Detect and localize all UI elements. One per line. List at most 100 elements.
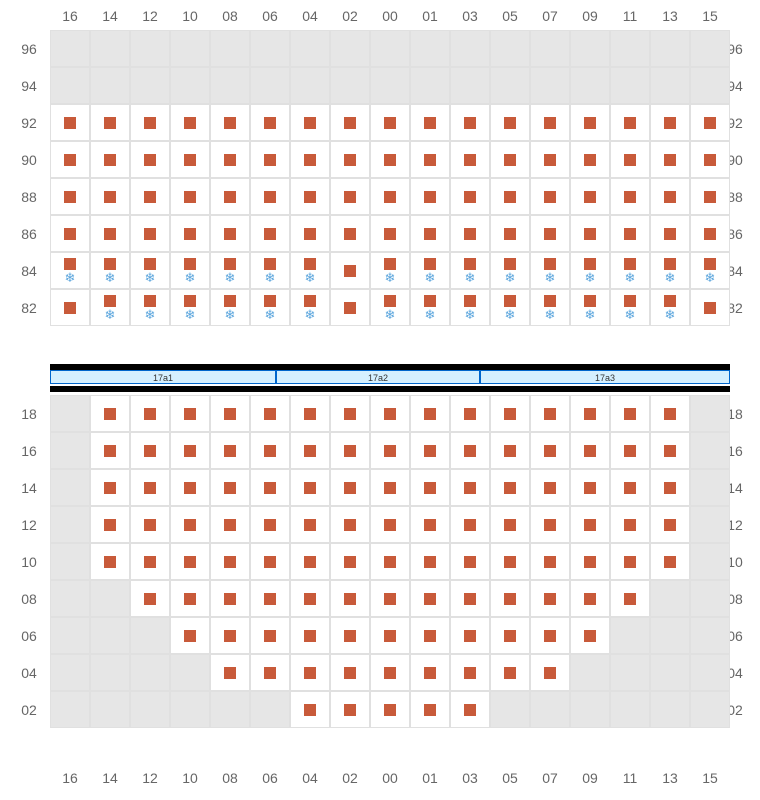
rack-cell[interactable] bbox=[250, 469, 290, 506]
rack-cell[interactable] bbox=[170, 543, 210, 580]
rack-cell[interactable] bbox=[610, 432, 650, 469]
rack-cell[interactable] bbox=[450, 543, 490, 580]
rack-cell[interactable] bbox=[570, 215, 610, 252]
rack-cell[interactable] bbox=[490, 506, 530, 543]
rack-cell[interactable] bbox=[170, 432, 210, 469]
rack-cell[interactable] bbox=[650, 395, 690, 432]
rack-cell[interactable] bbox=[210, 215, 250, 252]
rack-cell[interactable] bbox=[290, 617, 330, 654]
rack-cell[interactable] bbox=[210, 104, 250, 141]
rack-cell[interactable] bbox=[410, 617, 450, 654]
rack-cell[interactable] bbox=[450, 654, 490, 691]
rack-cell[interactable]: ❄ bbox=[650, 289, 690, 326]
rack-cell[interactable] bbox=[130, 469, 170, 506]
rack-cell[interactable]: ❄ bbox=[370, 289, 410, 326]
rack-cell[interactable] bbox=[650, 104, 690, 141]
rack-cell[interactable] bbox=[370, 580, 410, 617]
rack-cell[interactable] bbox=[50, 178, 90, 215]
rack-cell[interactable]: ❄ bbox=[370, 252, 410, 289]
rack-cell[interactable] bbox=[250, 617, 290, 654]
rack-cell[interactable] bbox=[330, 506, 370, 543]
rack-cell[interactable]: ❄ bbox=[490, 289, 530, 326]
rack-cell[interactable] bbox=[370, 617, 410, 654]
rack-cell[interactable] bbox=[530, 104, 570, 141]
rack-cell[interactable] bbox=[570, 178, 610, 215]
rack-cell[interactable] bbox=[490, 617, 530, 654]
rack-cell[interactable] bbox=[650, 543, 690, 580]
rack-cell[interactable] bbox=[490, 543, 530, 580]
rack-cell[interactable] bbox=[290, 654, 330, 691]
rack-cell[interactable] bbox=[610, 469, 650, 506]
rack-cell[interactable] bbox=[410, 543, 450, 580]
rack-cell[interactable] bbox=[530, 617, 570, 654]
rack-cell[interactable] bbox=[610, 580, 650, 617]
rack-cell[interactable] bbox=[90, 141, 130, 178]
rack-cell[interactable] bbox=[170, 617, 210, 654]
rack-cell[interactable] bbox=[130, 432, 170, 469]
rack-cell[interactable] bbox=[290, 141, 330, 178]
rack-cell[interactable] bbox=[170, 141, 210, 178]
rack-cell[interactable] bbox=[690, 141, 730, 178]
rack-cell[interactable] bbox=[570, 395, 610, 432]
rack-cell[interactable]: ❄ bbox=[570, 252, 610, 289]
rack-cell[interactable] bbox=[250, 543, 290, 580]
rack-cell[interactable] bbox=[410, 580, 450, 617]
rack-cell[interactable] bbox=[250, 215, 290, 252]
rack-cell[interactable] bbox=[290, 506, 330, 543]
rack-cell[interactable] bbox=[490, 215, 530, 252]
rack-cell[interactable] bbox=[210, 654, 250, 691]
rack-cell[interactable] bbox=[450, 104, 490, 141]
rack-cell[interactable] bbox=[210, 580, 250, 617]
rack-cell[interactable]: ❄ bbox=[50, 252, 90, 289]
rack-cell[interactable]: ❄ bbox=[410, 289, 450, 326]
rack-cell[interactable] bbox=[410, 395, 450, 432]
rack-cell[interactable] bbox=[530, 580, 570, 617]
rack-cell[interactable] bbox=[90, 469, 130, 506]
rack-cell[interactable] bbox=[290, 543, 330, 580]
rack-cell[interactable]: ❄ bbox=[130, 289, 170, 326]
rack-cell[interactable] bbox=[330, 654, 370, 691]
rack-cell[interactable] bbox=[610, 178, 650, 215]
rack-cell[interactable]: ❄ bbox=[210, 289, 250, 326]
rack-cell[interactable]: ❄ bbox=[170, 252, 210, 289]
rack-cell[interactable] bbox=[530, 178, 570, 215]
rack-cell[interactable] bbox=[570, 617, 610, 654]
rack-cell[interactable] bbox=[210, 543, 250, 580]
rack-cell[interactable] bbox=[210, 617, 250, 654]
rack-cell[interactable] bbox=[490, 178, 530, 215]
rack-cell[interactable]: ❄ bbox=[210, 252, 250, 289]
rack-cell[interactable] bbox=[410, 104, 450, 141]
rack-cell[interactable] bbox=[250, 432, 290, 469]
rack-cell[interactable]: ❄ bbox=[610, 289, 650, 326]
rack-cell[interactable] bbox=[210, 395, 250, 432]
rack-cell[interactable] bbox=[410, 141, 450, 178]
rack-cell[interactable] bbox=[170, 395, 210, 432]
rack-cell[interactable] bbox=[290, 215, 330, 252]
rack-cell[interactable] bbox=[570, 580, 610, 617]
rack-cell[interactable] bbox=[130, 395, 170, 432]
rack-cell[interactable] bbox=[490, 432, 530, 469]
rack-cell[interactable] bbox=[130, 178, 170, 215]
rack-cell[interactable] bbox=[90, 506, 130, 543]
rack-cell[interactable]: ❄ bbox=[290, 252, 330, 289]
rack-cell[interactable]: ❄ bbox=[90, 252, 130, 289]
rack-cell[interactable] bbox=[650, 178, 690, 215]
rack-cell[interactable]: ❄ bbox=[410, 252, 450, 289]
rack-cell[interactable] bbox=[290, 580, 330, 617]
rack-cell[interactable] bbox=[610, 215, 650, 252]
rack-cell[interactable] bbox=[330, 178, 370, 215]
rack-cell[interactable] bbox=[290, 178, 330, 215]
rack-cell[interactable] bbox=[130, 215, 170, 252]
rack-cell[interactable] bbox=[650, 432, 690, 469]
rack-cell[interactable] bbox=[610, 543, 650, 580]
rack-cell[interactable] bbox=[450, 469, 490, 506]
rack-cell[interactable] bbox=[370, 395, 410, 432]
rack-cell[interactable] bbox=[130, 141, 170, 178]
rack-cell[interactable] bbox=[650, 141, 690, 178]
rack-cell[interactable] bbox=[610, 104, 650, 141]
rack-cell[interactable] bbox=[370, 215, 410, 252]
rack-cell[interactable] bbox=[570, 432, 610, 469]
rack-cell[interactable] bbox=[250, 104, 290, 141]
rack-cell[interactable] bbox=[610, 395, 650, 432]
rack-cell[interactable] bbox=[330, 580, 370, 617]
